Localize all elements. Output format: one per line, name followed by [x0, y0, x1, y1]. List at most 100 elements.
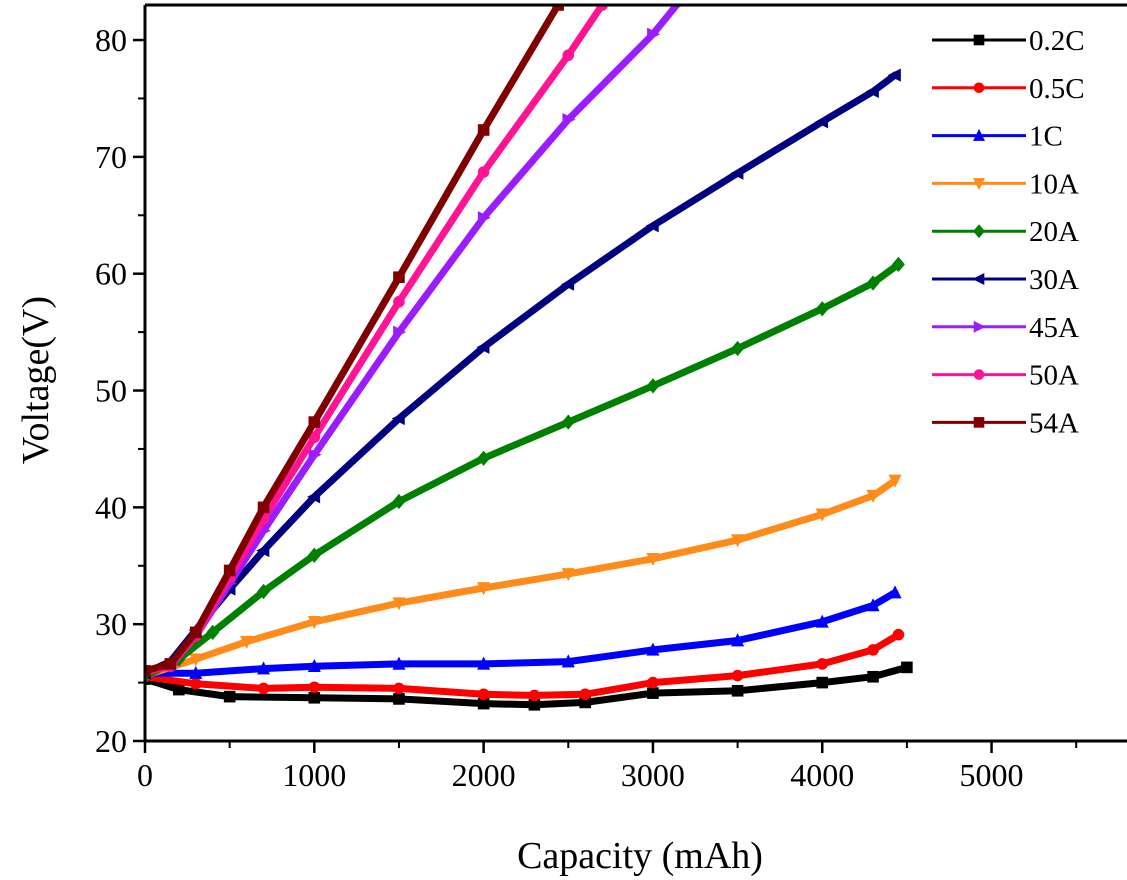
data-point: [392, 493, 406, 510]
data-point: [257, 682, 270, 695]
data-point: [731, 633, 745, 647]
legend-label: 0.2C: [1029, 25, 1085, 57]
data-point: [308, 448, 322, 462]
series-line: [145, 5, 606, 676]
data-point: [646, 642, 660, 656]
series-54A: [145, 5, 564, 677]
data-point: [888, 474, 902, 488]
legend-marker: [973, 224, 985, 239]
data-point: [815, 508, 829, 522]
data-point: [173, 683, 185, 696]
legend-label: 20A: [1029, 216, 1079, 248]
axes-layer: [143, 3, 1127, 743]
x-tick-label: 5000: [960, 757, 1024, 793]
data-point: [164, 658, 177, 670]
legend-marker: [973, 128, 985, 141]
data-point: [477, 166, 490, 178]
data-point: [308, 681, 321, 694]
legend-label: 45A: [1029, 312, 1079, 344]
data-point: [815, 301, 829, 317]
legend-marker: [973, 417, 985, 428]
data-point: [901, 661, 913, 674]
y-tick-label: 60: [95, 256, 127, 292]
legend-label: 54A: [1029, 407, 1079, 439]
legend-marker: [973, 82, 985, 94]
legend-marker: [973, 320, 986, 333]
legend-item: 54A: [932, 407, 1079, 439]
data-point: [646, 552, 660, 567]
series-45A: [145, 5, 684, 676]
data-point: [892, 628, 905, 641]
data-point: [891, 256, 905, 272]
data-point: [645, 219, 659, 233]
data-point: [562, 112, 576, 127]
data-point: [888, 585, 902, 599]
data-point: [189, 626, 202, 639]
data-point: [815, 614, 829, 628]
series-line: [145, 589, 899, 677]
y-tick-label: 70: [95, 139, 127, 175]
legend-label: 0.5C: [1029, 73, 1085, 105]
legend-item: 0.5C: [932, 73, 1085, 105]
legend-label: 30A: [1029, 264, 1079, 296]
data-point: [392, 656, 406, 670]
legend-item: 20A: [932, 216, 1079, 248]
legend-label: 50A: [1029, 360, 1079, 392]
data-point: [393, 693, 405, 705]
data-point: [393, 295, 405, 308]
data-point: [731, 669, 744, 682]
ticks-layer: 0 1000 2000 3000 4000 5000 20 30 40 50 60 70 80: [95, 22, 1078, 793]
data-point: [477, 211, 491, 225]
legend-item: 45A: [932, 312, 1079, 344]
data-point: [647, 27, 661, 41]
data-point: [189, 653, 203, 667]
data-point: [393, 325, 407, 339]
data-point: [223, 564, 236, 577]
series-layer: [145, 5, 913, 711]
data-point: [256, 544, 270, 558]
data-point: [223, 690, 236, 703]
legend-item: 0.2C: [932, 25, 1085, 57]
data-point: [814, 115, 829, 129]
legend-item: 30A: [932, 264, 1079, 296]
y-tick-label: 50: [95, 373, 127, 409]
data-point: [646, 378, 660, 394]
data-point: [189, 677, 202, 690]
data-point: [731, 534, 745, 548]
legend-item: 10A: [932, 168, 1079, 200]
data-point: [240, 635, 254, 649]
data-point: [731, 684, 744, 697]
data-point: [145, 665, 151, 677]
data-point: [561, 277, 575, 291]
data-point: [647, 687, 659, 699]
data-point: [392, 597, 406, 611]
legend-item: 1C: [932, 121, 1063, 153]
data-point: [867, 644, 879, 656]
data-point: [647, 676, 659, 689]
data-point: [256, 661, 271, 675]
data-point: [308, 416, 321, 428]
data-point: [189, 665, 203, 680]
data-point: [307, 490, 321, 504]
data-point: [477, 582, 491, 596]
data-point: [307, 547, 321, 563]
x-tick-label: 4000: [790, 757, 854, 793]
legend-marker: [973, 34, 985, 46]
x-tick-label: 0: [137, 757, 153, 793]
data-point: [393, 271, 405, 284]
data-point: [866, 598, 880, 612]
data-point: [816, 658, 829, 670]
series-20A: [145, 256, 905, 685]
series-30A: [145, 68, 901, 680]
x-tick-label: 1000: [282, 757, 346, 793]
y-tick-label: 40: [95, 489, 127, 525]
x-axis-title: Capacity (mAh): [517, 835, 763, 877]
data-point: [206, 624, 220, 640]
data-point: [477, 450, 491, 466]
y-tick-label: 20: [95, 723, 127, 759]
y-tick-label: 80: [95, 22, 127, 58]
data-point: [730, 166, 744, 180]
series-line: [145, 477, 899, 680]
data-point: [866, 489, 880, 503]
